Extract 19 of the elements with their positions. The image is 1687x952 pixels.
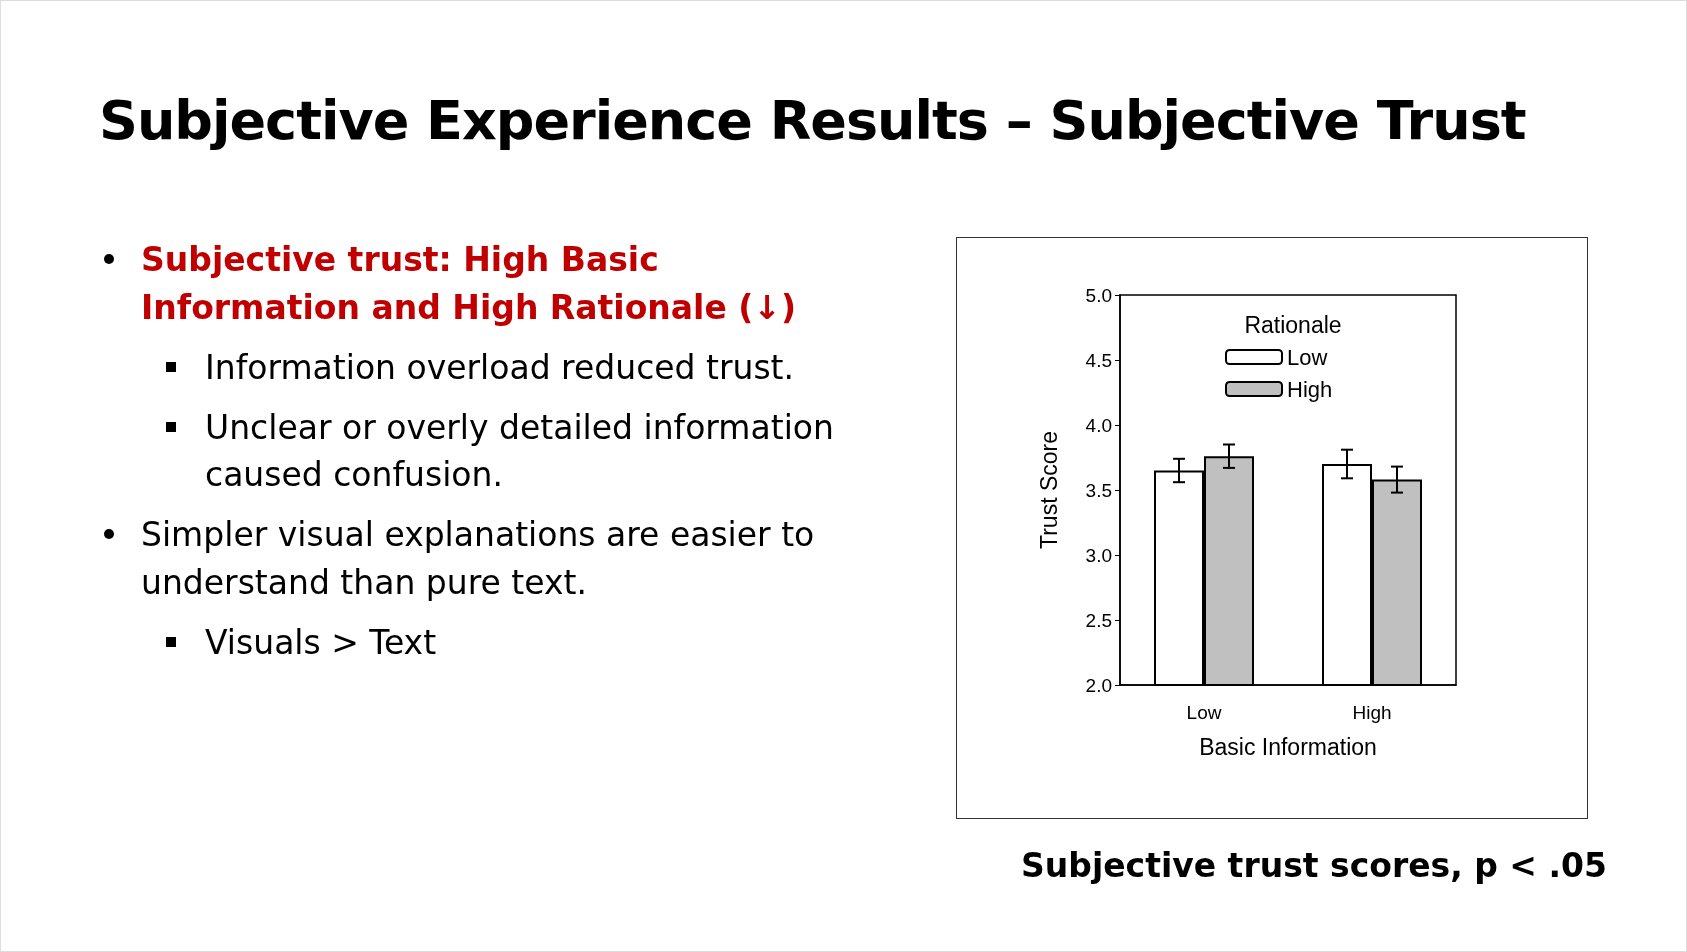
legend-label: High: [1287, 376, 1333, 402]
x-axis-title: Basic Information: [1199, 733, 1377, 760]
text: Simpler visual explanations are easier to understand than pure text.: [140, 514, 816, 605]
y-axis-title: Trust Score: [1035, 430, 1062, 550]
text: Subjective trust scores, p < .05: [1021, 846, 1607, 885]
legend-title: Rationale: [1244, 311, 1342, 338]
y-tick-label: 3.5: [1085, 479, 1112, 501]
text: Visuals > Text: [204, 621, 438, 664]
text: Information overload reduced trust.: [204, 346, 796, 389]
y-tick-label: 5.0: [1085, 284, 1112, 306]
y-tick-label: 2.0: [1085, 674, 1112, 696]
y-tick-label: 3.0: [1085, 544, 1112, 566]
chart-title: Subjective Experience Results – Subjective Trust: [99, 89, 1526, 152]
y-tick-label: 4.0: [1085, 414, 1112, 436]
y-tick-label: 4.5: [1085, 349, 1112, 371]
legend-label: Low: [1287, 344, 1328, 370]
text: Unclear or overly detailed information caused confusion.: [204, 406, 835, 497]
y-tick-label: 2.5: [1085, 609, 1112, 631]
text: Subjective trust: High Basic Information and High Rationale (↓): [140, 239, 798, 329]
